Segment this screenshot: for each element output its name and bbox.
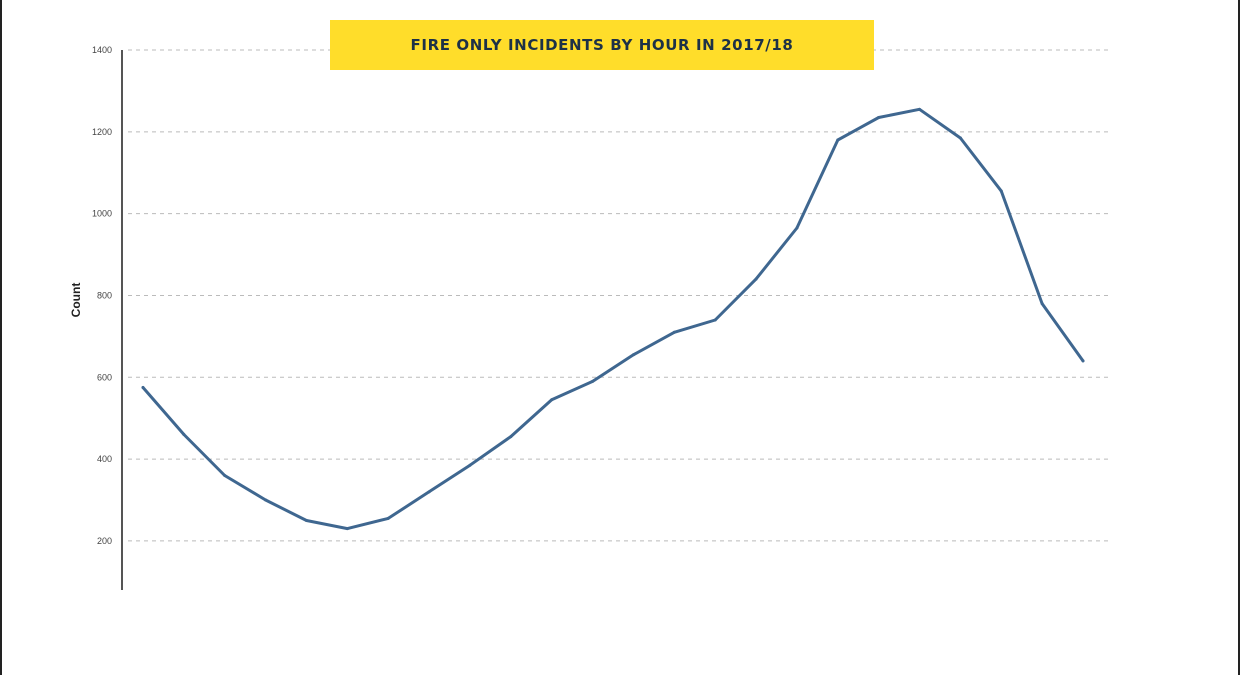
y-tick-label: 200 (97, 536, 112, 546)
data-point (141, 386, 145, 389)
data-point (713, 318, 717, 322)
y-tick-label: 1200 (92, 127, 112, 137)
data-point (386, 516, 390, 520)
y-axis-label: Count (69, 283, 83, 318)
data-point (877, 116, 881, 119)
y-tick-label: 800 (97, 290, 112, 300)
data-point (427, 490, 431, 494)
chart-title: FIRE ONLY INCIDENTS BY HOUR IN 2017/18 (410, 36, 794, 54)
data-point (182, 433, 186, 437)
data-point (918, 107, 922, 111)
data-point (672, 330, 676, 334)
y-tick-label: 400 (97, 454, 112, 464)
series-group (141, 107, 1085, 531)
data-point (836, 138, 840, 142)
data-point (468, 463, 472, 467)
data-point (509, 435, 513, 439)
data-point (631, 353, 635, 357)
data-point (1040, 302, 1044, 306)
data-point (999, 189, 1003, 193)
data-point (264, 498, 268, 502)
chart-title-banner: FIRE ONLY INCIDENTS BY HOUR IN 2017/18 (330, 20, 874, 70)
data-point (345, 527, 349, 531)
data-point (223, 473, 227, 477)
y-tick-labels: 200 400 600 800 1000 1200 1400 (92, 45, 112, 546)
gridlines (128, 49, 1112, 542)
data-point (754, 277, 758, 281)
data-point (591, 379, 595, 383)
data-point (304, 518, 308, 522)
y-tick-label: 600 (97, 372, 112, 382)
y-tick-label: 1400 (92, 45, 112, 55)
data-point (1081, 359, 1085, 363)
data-point (795, 226, 799, 230)
data-point (958, 136, 962, 140)
y-tick-label: 1000 (92, 209, 112, 219)
series-line-0 (141, 107, 1085, 531)
data-point (550, 398, 554, 402)
